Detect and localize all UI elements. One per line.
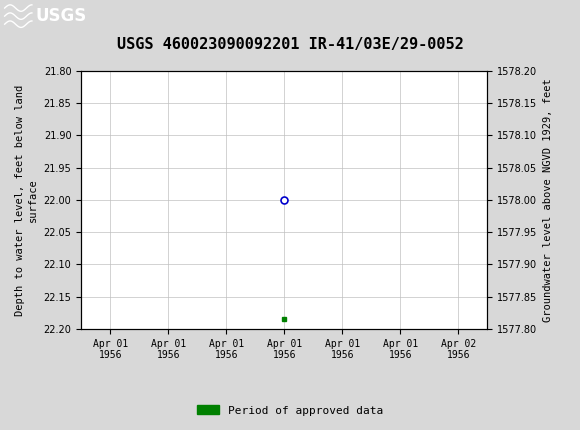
Legend: Period of approved data: Period of approved data — [193, 401, 387, 420]
Y-axis label: Depth to water level, feet below land
surface: Depth to water level, feet below land su… — [15, 84, 38, 316]
Text: USGS: USGS — [36, 7, 87, 25]
Y-axis label: Groundwater level above NGVD 1929, feet: Groundwater level above NGVD 1929, feet — [543, 78, 553, 322]
Text: USGS 460023090092201 IR-41/03E/29-0052: USGS 460023090092201 IR-41/03E/29-0052 — [117, 37, 463, 52]
